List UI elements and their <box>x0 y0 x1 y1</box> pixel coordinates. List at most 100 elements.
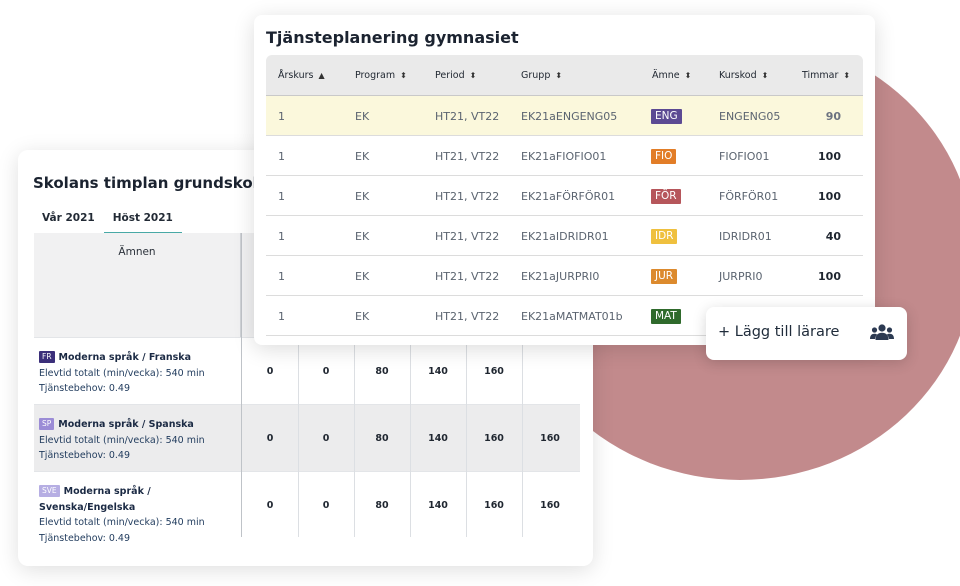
table-row[interactable]: 1 EK HT21, VT22 EK21aFÖRFÖR01 FÖR FÖRFÖR01 100 <box>266 176 863 216</box>
column-header-timmar[interactable]: Timmar ⬍ <box>802 55 850 95</box>
timplan-row: SP Moderna språk / Spanska Elevtid totalt … <box>34 404 580 471</box>
column-header-program[interactable]: Program ⬍ <box>355 55 407 95</box>
cell-grupp: EK21aENGENG05 <box>521 109 618 123</box>
add-teacher-button[interactable]: + Lägg till lärare <box>706 307 907 360</box>
timplan-value-cell: 80 <box>375 433 389 444</box>
cell-amne: ENG <box>651 96 682 136</box>
table-row[interactable]: 1 EK HT21, VT22 EK21aFIOFIO01 FIO FIOFIO01 100 <box>266 136 863 176</box>
sort-icon[interactable]: ⬍ <box>469 70 477 80</box>
table-row[interactable]: 1 EK HT21, VT22 EK21aIDRIDR01 IDR IDRIDR01 40 <box>266 216 863 256</box>
cell-arskurs: 1 <box>278 269 285 283</box>
timplan-value-cell: 0 <box>322 366 330 377</box>
grid-divider <box>298 337 299 537</box>
column-header-period[interactable]: Period ⬍ <box>435 55 476 95</box>
column-label: Timmar <box>802 69 839 81</box>
tab-host-2021[interactable]: Höst 2021 <box>103 208 182 234</box>
timplan-value-cell: 160 <box>484 433 504 444</box>
cell-program: EK <box>355 189 370 203</box>
amne-badge: JUR <box>651 268 678 284</box>
cell-period: HT21, VT22 <box>435 149 500 163</box>
sort-icon[interactable]: ⬍ <box>555 70 563 80</box>
cell-kurskod: FIOFIO01 <box>719 149 770 163</box>
subject-code-badge: SP <box>39 418 55 430</box>
timplan-value-cell: 160 <box>484 500 504 511</box>
column-label: Program <box>355 69 396 81</box>
amne-badge: ENG <box>651 108 682 124</box>
subject-code-badge: SVE <box>39 485 60 497</box>
cell-kurskod: ENGENG05 <box>719 109 781 123</box>
column-header-arskurs[interactable]: Årskurs ▲ <box>278 55 325 95</box>
timplan-value-cell: 140 <box>428 500 448 511</box>
sort-icon[interactable]: ▲ <box>318 70 325 80</box>
timplan-title: Skolans timplan grundskola <box>33 174 268 192</box>
cell-kurskod: JURPRI0 <box>719 269 763 283</box>
cell-timmar: 40 <box>825 229 841 243</box>
tjanstebehov-text: Tjänstebehov: 0.49 <box>39 450 130 461</box>
cell-arskurs: 1 <box>278 309 285 323</box>
cell-kurskod: IDRIDR01 <box>719 229 772 243</box>
timplan-value-cell: 0 <box>322 433 330 444</box>
subject-name: Moderna språk / Franska <box>58 352 191 363</box>
sort-icon[interactable]: ⬍ <box>400 70 407 80</box>
subject-name: Moderna språk / Spanska <box>58 419 194 430</box>
users-icon <box>870 324 894 340</box>
cell-arskurs: 1 <box>278 109 285 123</box>
subject-code-badge: FR <box>39 351 55 363</box>
timplan-value-cell: 140 <box>428 366 448 377</box>
amne-badge: MAT <box>651 308 681 324</box>
cell-grupp: EK21aJURPRI0 <box>521 269 600 283</box>
timplan-tabs: Vår 2021 Höst 2021 <box>33 208 182 234</box>
cell-timmar: 100 <box>818 269 841 283</box>
cell-amne: FÖR <box>651 176 681 216</box>
sort-icon[interactable]: ⬍ <box>843 70 851 80</box>
grid-divider <box>241 233 242 537</box>
grid-divider <box>410 337 411 537</box>
cell-amne: FIO <box>651 136 677 176</box>
cell-program: EK <box>355 309 370 323</box>
subject-name: Moderna språk / Svenska/Engelska <box>39 486 151 513</box>
column-label: Årskurs <box>278 69 314 81</box>
cell-timmar: 100 <box>818 189 841 203</box>
grid-divider <box>466 337 467 537</box>
column-header-grupp[interactable]: Grupp ⬍ <box>521 55 562 95</box>
amne-badge: FÖR <box>651 188 681 204</box>
table-header: Årskurs ▲ Program ⬍ Period ⬍ Grupp ⬍ Ämne ⬍ Kursko… <box>266 55 863 96</box>
timplan-value-cell: 80 <box>375 500 389 511</box>
sort-icon[interactable]: ⬍ <box>684 70 692 80</box>
subject-cell: FR Moderna språk / Franska Elevtid totalt … <box>39 350 239 397</box>
table-row[interactable]: 1 EK HT21, VT22 EK21aJURPRI0 JUR JURPRI0 100 <box>266 256 863 296</box>
cell-amne: JUR <box>651 256 678 296</box>
cell-period: HT21, VT22 <box>435 309 500 323</box>
sort-icon[interactable]: ⬍ <box>761 70 769 80</box>
elevtid-text: Elevtid totalt (min/vecka): 540 min <box>39 367 205 379</box>
elevtid-text: Elevtid totalt (min/vecka): 540 min <box>39 517 205 528</box>
amnen-header: Ämnen <box>34 233 241 337</box>
cell-timmar: 90 <box>825 109 841 123</box>
column-header-amne[interactable]: Ämne ⬍ <box>652 55 691 95</box>
tjanstebehov-text: Tjänstebehov: 0.49 <box>39 383 130 394</box>
cell-program: EK <box>355 149 370 163</box>
column-label: Ämne <box>652 69 680 81</box>
timplan-row: SVE Moderna språk / Svenska/Engelska Elevt… <box>34 471 580 544</box>
subject-cell: SP Moderna språk / Spanska Elevtid totalt … <box>39 417 239 464</box>
tjanstebehov-text: Tjänstebehov: 0.49 <box>39 532 130 544</box>
elevtid-text: Elevtid totalt (min/vecka): 540 min <box>39 434 205 446</box>
timplan-value-cell: 160 <box>540 433 560 444</box>
timplan-value-cell: 0 <box>266 500 274 511</box>
amne-badge: IDR <box>651 228 678 244</box>
column-label: Period <box>435 69 465 81</box>
cell-period: HT21, VT22 <box>435 229 500 243</box>
cell-arskurs: 1 <box>278 229 285 243</box>
timplan-value-cell: 160 <box>540 500 560 511</box>
cell-period: HT21, VT22 <box>435 269 500 283</box>
cell-grupp: EK21aFÖRFÖR01 <box>521 189 616 203</box>
cell-kurskod: FÖRFÖR01 <box>719 189 779 203</box>
column-header-kurskod[interactable]: Kurskod ⬍ <box>719 55 768 95</box>
table-row[interactable]: 1 EK HT21, VT22 EK21aENGENG05 ENG ENGENG05 90 <box>266 96 863 136</box>
tab-var-2021[interactable]: Vår 2021 <box>42 212 95 224</box>
grid-divider <box>354 337 355 537</box>
cell-arskurs: 1 <box>278 149 285 163</box>
timplan-value-cell: 0 <box>266 433 274 444</box>
grid-divider <box>522 337 523 537</box>
